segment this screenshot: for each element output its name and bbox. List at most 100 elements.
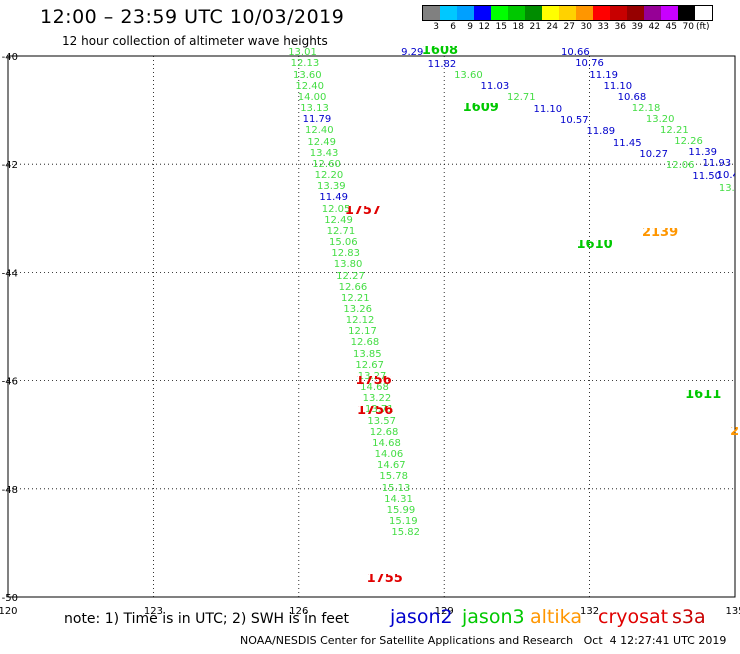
color-scale-swatches bbox=[422, 5, 713, 21]
color-scale-swatch bbox=[627, 6, 644, 20]
wave-height-value: 11.10 bbox=[603, 81, 633, 92]
legend-jason3: jason3 bbox=[462, 606, 525, 628]
wave-height-value: 15.19 bbox=[388, 517, 418, 528]
color-scale-label: 9 bbox=[467, 22, 473, 32]
wave-height-value: 12.66 bbox=[338, 282, 368, 293]
wave-height-value: 15.82 bbox=[391, 528, 421, 539]
lat-tick-label: -48 bbox=[2, 485, 18, 496]
color-scale-swatch bbox=[440, 6, 457, 20]
wave-height-value: 12.60 bbox=[312, 159, 341, 170]
wave-height-value: 10.57 bbox=[559, 115, 589, 126]
lat-tick-label: -40 bbox=[2, 52, 18, 63]
wave-height-value: 12.68 bbox=[350, 338, 380, 349]
wave-height-value: 13.22 bbox=[362, 394, 392, 405]
wave-height-value: 15.99 bbox=[386, 505, 416, 516]
lat-tick-label: -44 bbox=[2, 268, 18, 279]
wave-height-value: 15.13 bbox=[381, 483, 411, 494]
wave-height-value: 13.57 bbox=[367, 416, 397, 427]
wave-height-value: 13.39 bbox=[316, 182, 346, 193]
color-scale-swatch bbox=[593, 6, 610, 20]
wave-height-value: 12.18 bbox=[631, 103, 661, 114]
legend-cryosat: cryosat bbox=[598, 606, 669, 628]
wave-height-value: 11.89 bbox=[586, 127, 616, 138]
wave-height-value: 14.68 bbox=[372, 438, 401, 449]
wave-height-value: 10.66 bbox=[561, 48, 590, 59]
lon-tick-label: 120 bbox=[0, 606, 18, 617]
wave-height-value: 14.67 bbox=[376, 461, 406, 472]
footer-credit: NOAA/NESDIS Center for Satellite Applica… bbox=[240, 634, 727, 647]
wave-height-value: 12.12 bbox=[345, 316, 375, 327]
wave-height-value: 12.05 bbox=[321, 204, 351, 215]
color-scale-label: 30 bbox=[580, 22, 592, 32]
wave-height-value: 12.27 bbox=[336, 271, 365, 282]
color-scale-label: 45 bbox=[665, 22, 677, 32]
wave-height-value: 14.06 bbox=[374, 450, 404, 461]
lon-tick-label: 132 bbox=[580, 606, 599, 617]
wave-height-color-scale: 3 6 9 12 15 18 21 24 27 30 33 36 39 42 45 70 (ft) bbox=[422, 5, 713, 32]
color-scale-swatch bbox=[474, 6, 491, 20]
lon-tick-label: 126 bbox=[289, 606, 308, 617]
wave-height-value: 11.19 bbox=[589, 70, 618, 81]
pass-time-label: 2139 bbox=[641, 227, 679, 238]
chart-subtitle: 12 hour collection of altimeter wave hei… bbox=[62, 34, 328, 48]
lon-tick-label: 123 bbox=[144, 606, 163, 617]
color-scale-label: 21 bbox=[529, 22, 541, 32]
wave-height-value: 12.67 bbox=[355, 360, 385, 371]
color-scale-label: 42 bbox=[648, 22, 660, 32]
wave-height-value: 12.20 bbox=[314, 171, 344, 182]
color-scale-swatch bbox=[508, 6, 525, 20]
wave-height-value: 12.17 bbox=[348, 327, 377, 338]
wave-height-value: 13.27 bbox=[357, 371, 387, 382]
color-scale-labels: 3 6 9 12 15 18 21 24 27 30 33 36 39 42 45 70 (ft) bbox=[422, 22, 713, 32]
color-scale-swatch bbox=[525, 6, 542, 20]
wave-height-value: 11.79 bbox=[302, 115, 332, 126]
wave-height-value: 10.40 bbox=[716, 170, 735, 181]
wave-height-value: 11.03 bbox=[480, 82, 510, 93]
pass-time-label: 1755 bbox=[366, 573, 403, 584]
wave-height-value: 10.76 bbox=[575, 59, 604, 70]
wave-height-value: 13.71 bbox=[364, 405, 394, 416]
color-scale-swatch bbox=[678, 6, 695, 20]
color-scale-swatch bbox=[661, 6, 678, 20]
wave-height-value: 12.21 bbox=[660, 126, 689, 137]
lon-tick-label: 135 bbox=[725, 606, 740, 617]
wave-height-value: 12.13 bbox=[290, 59, 320, 70]
wave-height-value: 9.29 bbox=[401, 48, 424, 59]
legend-note: note: 1) Time is in UTC; 2) SWH is in fe… bbox=[64, 611, 350, 627]
color-scale-swatch bbox=[576, 6, 593, 20]
pass-time-label: 1611 bbox=[685, 389, 722, 400]
wave-height-value: 12.83 bbox=[331, 249, 361, 260]
color-scale-unit: (ft) bbox=[696, 22, 710, 32]
color-scale-label: 39 bbox=[631, 22, 643, 32]
legend-jason2: jason2 bbox=[390, 606, 453, 628]
color-scale-label: 27 bbox=[563, 22, 575, 32]
wave-height-value: 11.10 bbox=[533, 104, 563, 115]
pass-time-label: 1756 bbox=[355, 376, 392, 387]
color-scale-label: 36 bbox=[614, 22, 626, 32]
wave-height-value: 13.60 bbox=[292, 70, 322, 81]
wave-height-value: 13.60 bbox=[454, 70, 483, 81]
color-scale-swatch bbox=[457, 6, 474, 20]
pass-time-label: 1609 bbox=[462, 103, 499, 114]
wave-height-value: 15.78 bbox=[379, 472, 409, 483]
color-scale-swatch bbox=[559, 6, 576, 20]
wave-height-value: 13.20 bbox=[645, 115, 675, 125]
wave-height-value: 12.49 bbox=[307, 137, 337, 148]
chart-title: 12:00 – 23:59 UTC 10/03/2019 bbox=[40, 6, 345, 28]
color-scale-swatch bbox=[610, 6, 627, 20]
wave-height-value: 12.21 bbox=[340, 293, 370, 304]
wave-height-value: 10.27 bbox=[639, 149, 669, 160]
pass-time-label: 1608 bbox=[421, 46, 459, 57]
wave-height-value: 14.31 bbox=[384, 494, 413, 505]
color-scale-label: 24 bbox=[546, 22, 558, 32]
wave-height-value: 15.06 bbox=[328, 238, 358, 249]
color-scale-swatch bbox=[644, 6, 661, 20]
color-scale-swatch bbox=[423, 6, 440, 20]
wave-height-value: 10.68 bbox=[617, 92, 647, 103]
wave-height-value: 11.93 bbox=[702, 159, 732, 170]
wave-height-value: 12.68 bbox=[369, 427, 399, 438]
wave-height-value: 11.50 bbox=[692, 172, 721, 183]
color-scale-swatch bbox=[542, 6, 559, 20]
color-scale-label: 70 bbox=[682, 22, 694, 32]
